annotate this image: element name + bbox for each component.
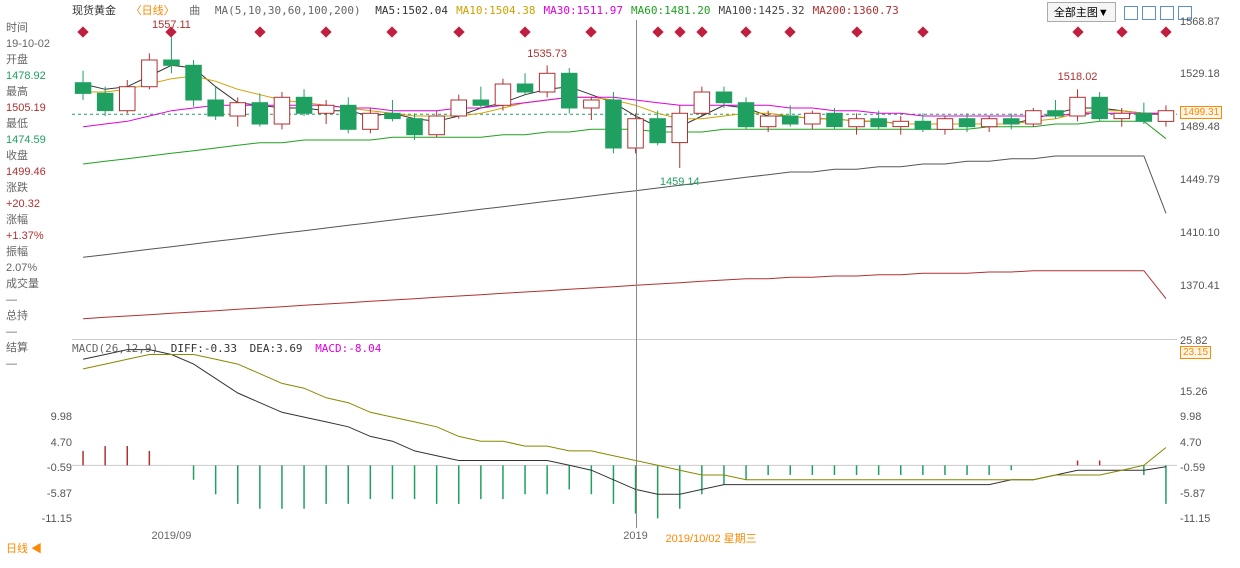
y-tick: 1370.41 [1180,280,1236,292]
y-tick: 1489.48 [1180,121,1236,133]
instrument-name: 现货黄金 [72,4,116,17]
side-label: 振幅 [6,244,68,260]
period-switch[interactable]: 日线 ◀ [6,540,42,556]
side-label: 最低 [6,116,68,132]
macd-chart[interactable] [72,340,1177,528]
side-value: 1474.59 [6,132,68,148]
macd-svg [72,340,1177,528]
macd-y-tick: 15.26 [1180,386,1236,398]
side-label: 收盘 [6,148,68,164]
macd-y-tick-left: 9.98 [36,411,72,423]
ma-values: MA5:1502.04MA10:1504.38MA30:1511.97MA60:… [375,4,907,17]
side-label: 总持 [6,308,68,324]
macd-y-tick: -5.87 [1180,488,1236,500]
side-value: 1499.46 [6,164,68,180]
ma-params: MA(5,10,30,60,100,200) [215,4,361,17]
side-label: 涨跌 [6,180,68,196]
layout-icon-3[interactable] [1160,6,1174,20]
macd-flag: 23.15 [1180,346,1211,359]
crosshair-date-label: 2019/10/02 星期三 [666,530,757,546]
side-label: 最高 [6,84,68,100]
side-label: 结算 [6,340,68,356]
time-x-axis: 2019/09 2019 [72,530,1177,548]
macd-y-tick: 9.98 [1180,411,1236,423]
chart-type-icon: 曲 [189,4,200,17]
macd-y-axis-right: 25.8215.269.984.70-0.59-5.87-11.1523.15 [1180,340,1236,528]
side-value: 1505.19 [6,100,68,116]
side-label: 涨幅 [6,212,68,228]
side-value: +1.37% [6,228,68,244]
ohlc-side-panel: 时间19-10-02开盘1478.92最高1505.19最低1474.59收盘1… [6,20,68,372]
candlestick-svg [72,20,1177,340]
side-value: 19-10-02 [6,36,68,52]
macd-y-tick-left: 4.70 [36,437,72,449]
candlestick-chart[interactable]: 1557.11 1535.73 1459.14 1518.02 [72,20,1177,340]
side-label: 成交量 [6,276,68,292]
macd-y-tick: -11.15 [1180,513,1236,525]
price-annotation: 1557.11 [152,19,191,31]
side-value: 2.07% [6,260,68,276]
y-tick: 1568.87 [1180,16,1236,28]
layout-icon-1[interactable] [1124,6,1138,20]
price-annotation: 1459.14 [660,176,700,188]
indicator-dropdown[interactable]: 全部主图▼ [1047,2,1116,22]
period-label: 〈日线〉 [131,4,175,17]
y-tick: 1449.79 [1180,174,1236,186]
price-y-axis: 1568.871529.181489.481449.791410.101370.… [1180,20,1236,340]
side-value: +20.32 [6,196,68,212]
side-label: 时间 [6,20,68,36]
layout-icon-2[interactable] [1142,6,1156,20]
price-annotation: 1518.02 [1058,71,1098,83]
macd-y-tick-left: -11.15 [36,513,72,525]
x-tick: 2019/09 [152,530,192,542]
side-value: — [6,356,68,372]
macd-y-axis-left: 9.98 4.70 -0.59 -5.87 -11.15 [36,380,72,530]
price-annotation: 1535.73 [527,48,567,60]
side-value: — [6,292,68,308]
side-label: 开盘 [6,52,68,68]
side-value: 1478.92 [6,68,68,84]
chart-header: 现货黄金 〈日线〉 曲 MA(5,10,30,60,100,200) MA5:1… [72,2,1190,18]
macd-y-tick-left: -0.59 [36,462,72,474]
side-value: — [6,324,68,340]
current-price-flag: 1499.31 [1180,106,1222,119]
macd-y-tick-left: -5.87 [36,488,72,500]
macd-y-tick: -0.59 [1180,462,1236,474]
y-tick: 1410.10 [1180,227,1236,239]
x-tick: 2019 [623,530,647,542]
y-tick: 1529.18 [1180,68,1236,80]
macd-y-tick: 4.70 [1180,437,1236,449]
